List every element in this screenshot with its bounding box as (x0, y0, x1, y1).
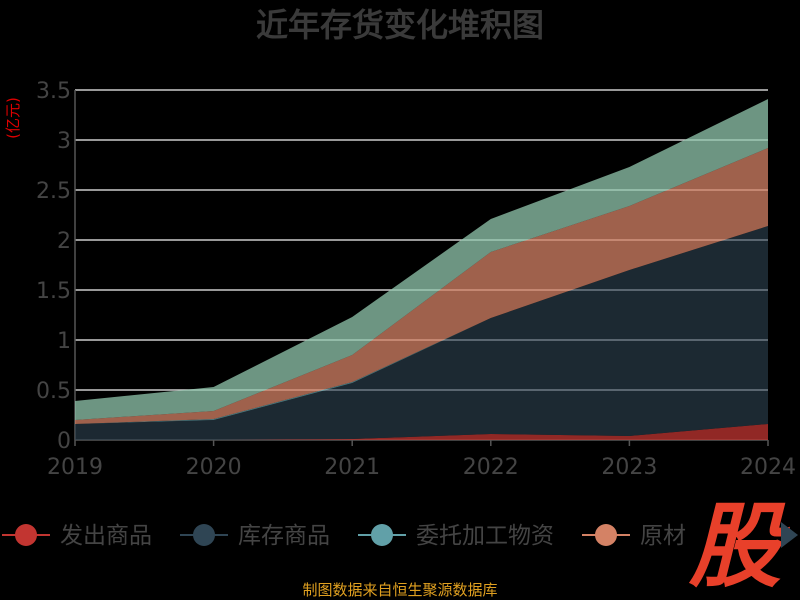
legend-label: 发出商品 (60, 523, 152, 549)
legend-label: 库存商品 (238, 523, 330, 549)
legend-label: 委托加工物资 (416, 523, 554, 549)
x-tick-label: 2022 (463, 455, 519, 480)
y-tick-label: 2.5 (36, 179, 71, 204)
x-tick-label: 2020 (186, 455, 242, 480)
chart-title: 近年存货变化堆积图 (256, 6, 544, 44)
legend-marker-icon (193, 524, 215, 546)
y-tick-label: 2 (57, 229, 71, 254)
area-series-1 (75, 226, 768, 440)
y-tick-label: 1.5 (36, 279, 71, 304)
y-tick-label: 3 (57, 129, 71, 154)
legend-label: 原材 (640, 523, 686, 549)
legend-item[interactable]: 发出商品 (2, 523, 152, 549)
x-tick-label: 2024 (740, 455, 796, 480)
area-series-layer (75, 99, 768, 440)
legend-next-page-icon[interactable] (781, 522, 798, 548)
legend-item[interactable]: 库存商品 (180, 523, 330, 549)
x-axis-ticks: 2019 2020 2021 2022 2023 2024 (47, 440, 796, 480)
area-series-0 (75, 424, 768, 440)
legend: 发出商品 库存商品 委托加工物资 原材 (2, 523, 686, 549)
x-tick-label: 2021 (324, 455, 380, 480)
y-tick-label: 1 (57, 329, 71, 354)
legend-item[interactable]: 委托加工物资 (358, 523, 554, 549)
legend-marker-icon (15, 524, 37, 546)
legend-item[interactable]: 原材 (582, 523, 686, 549)
y-axis-ticks: 0 0.5 1 1.5 2 2.5 3 3.5 (36, 79, 71, 454)
y-tick-label: 0.5 (36, 379, 71, 404)
x-tick-label: 2019 (47, 455, 103, 480)
y-tick-label: 0 (57, 429, 71, 454)
y-axis-unit-label: (亿元) (4, 97, 22, 139)
y-tick-label: 3.5 (36, 79, 71, 104)
watermark-glyph: 股 (688, 493, 790, 600)
legend-marker-icon (595, 524, 617, 546)
data-source-caption: 制图数据来自恒生聚源数据库 (302, 581, 497, 599)
legend-marker-icon (371, 524, 393, 546)
watermark-logo: 股 (688, 493, 790, 600)
x-tick-label: 2023 (601, 455, 657, 480)
